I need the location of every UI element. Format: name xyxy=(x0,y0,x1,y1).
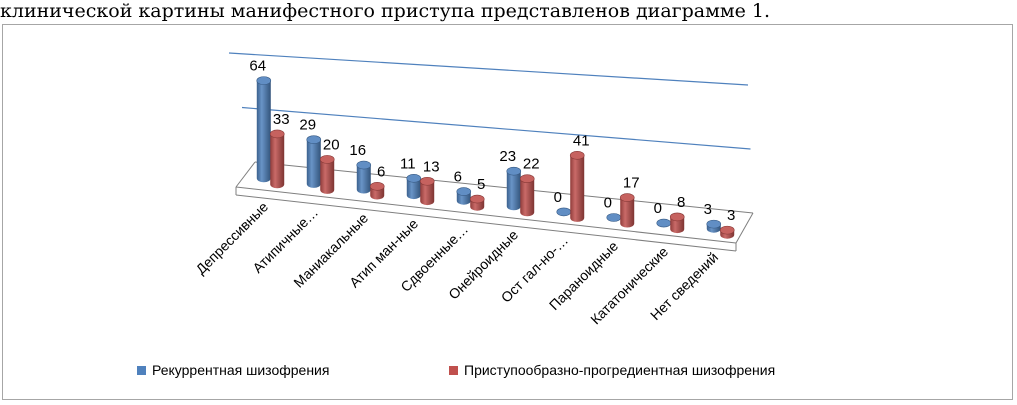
floor-edge-right xyxy=(735,212,754,244)
bar-0-7 xyxy=(606,213,622,222)
floor-edge-front xyxy=(235,186,737,244)
bar-1-7 xyxy=(619,193,635,228)
data-label-0-7: 0 xyxy=(604,195,612,212)
bar-0-3 xyxy=(406,174,422,200)
bar-0-1 xyxy=(306,135,322,188)
data-label-1-1: 20 xyxy=(323,136,340,153)
bar-0-9 xyxy=(706,219,722,233)
data-label-0-6: 0 xyxy=(554,189,562,206)
data-label-1-6: 41 xyxy=(573,132,590,149)
data-label-0-8: 0 xyxy=(654,200,662,217)
bar-1-9 xyxy=(719,225,735,239)
chart-legend: Рекуррентная шизофрения Приступообразно-п… xyxy=(137,362,775,378)
data-label-0-5: 23 xyxy=(499,148,516,165)
gridline xyxy=(228,52,749,86)
chart-frame: 64 29 16 11 6 23 0 0 0 3 33 20 6 13 5 22 41 17 8 3 Депресси… xyxy=(2,24,1013,400)
bar-1-3 xyxy=(419,176,435,206)
chart-grid xyxy=(228,52,754,252)
bar-0-6 xyxy=(556,207,572,217)
bar-1-0 xyxy=(269,129,285,189)
bar-1-1 xyxy=(319,155,335,194)
gridline xyxy=(254,161,754,214)
data-label-0-3: 11 xyxy=(400,155,416,172)
legend-label-1: Приступообразно-прогредиентная шизофрени… xyxy=(464,362,775,378)
bar-1-5 xyxy=(519,174,535,217)
data-label-0-2: 16 xyxy=(349,142,366,159)
legend-label-0: Рекуррентная шизофрения xyxy=(152,362,329,378)
data-label-1-7: 17 xyxy=(623,175,640,192)
data-label-0-4: 6 xyxy=(454,169,462,186)
bar-1-2 xyxy=(369,182,385,200)
gridline xyxy=(241,106,751,150)
data-label-1-5: 22 xyxy=(523,156,540,173)
bar-0-5 xyxy=(506,166,522,211)
chart-bars xyxy=(256,76,735,239)
legend-swatch-1 xyxy=(449,366,458,375)
bar-1-8 xyxy=(669,212,685,234)
bar-0-8 xyxy=(656,218,672,228)
data-label-1-9: 3 xyxy=(727,207,735,224)
data-label-0-1: 29 xyxy=(299,117,316,134)
bar-0-4 xyxy=(456,187,472,205)
data-label-0-9: 3 xyxy=(704,201,712,218)
caption-text: клинической картины манифестного приступ… xyxy=(0,0,771,22)
bar-1-4 xyxy=(469,194,485,211)
bar-0-2 xyxy=(356,160,372,194)
data-label-1-8: 8 xyxy=(677,194,685,211)
legend-swatch-0 xyxy=(137,366,146,375)
floor-edge-left xyxy=(235,161,256,188)
data-label-1-0: 33 xyxy=(273,111,290,128)
floor-front-lip-bottom xyxy=(235,194,737,252)
bar-1-6 xyxy=(569,151,585,222)
data-label-1-3: 13 xyxy=(423,158,440,175)
data-label-1-4: 5 xyxy=(477,176,485,193)
bar-0-0 xyxy=(256,76,272,183)
data-label-1-2: 6 xyxy=(377,163,385,180)
data-label-0-0: 64 xyxy=(249,58,266,75)
